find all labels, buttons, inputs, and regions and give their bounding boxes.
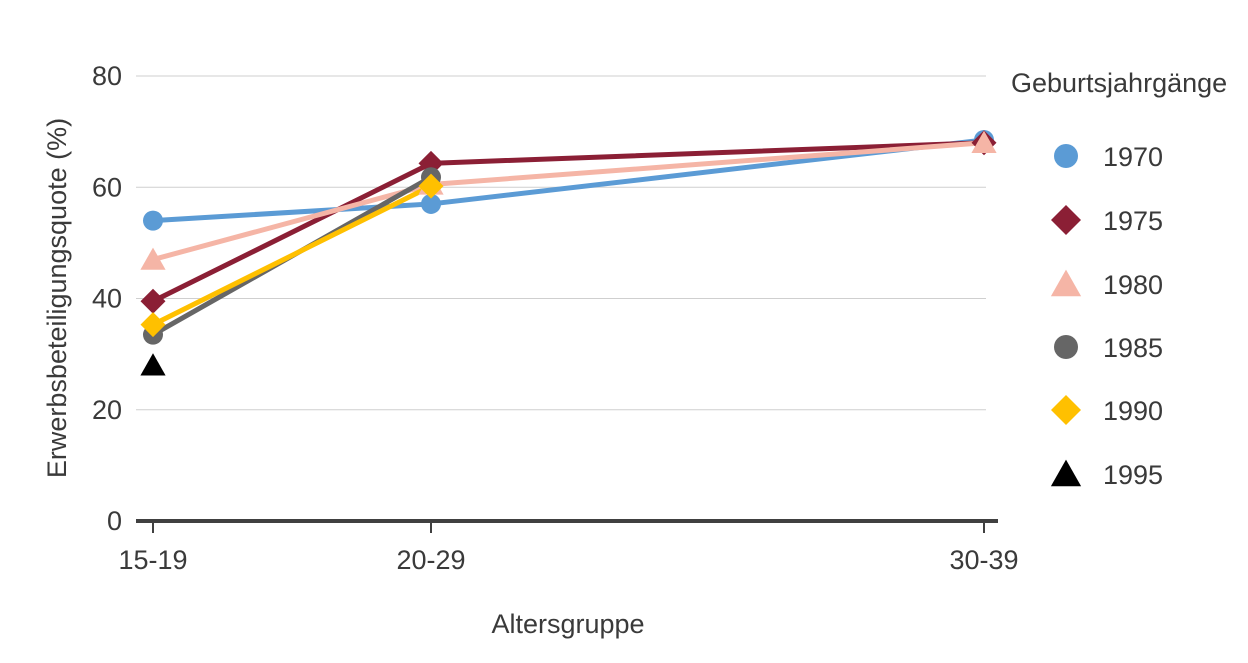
legend-marker-1995 (1050, 459, 1082, 487)
legend-label: 1975 (1103, 206, 1163, 236)
legend-marker-1980 (1050, 269, 1082, 297)
legend-title: Geburtsjahrgänge (1011, 68, 1227, 98)
x-tick-label: 30-39 (949, 545, 1018, 575)
x-axis-title: Altersgruppe (491, 609, 644, 639)
y-tick-label: 20 (92, 395, 122, 425)
y-axis-title: Erwerbsbeteiligungsquote (%) (42, 118, 72, 478)
legend-item-1995: 1995 (1050, 459, 1163, 490)
data-point-1975 (140, 288, 166, 314)
x-tick-label: 20-29 (396, 545, 465, 575)
y-tick-label: 80 (92, 61, 122, 91)
legend-marker-1985 (1054, 335, 1078, 359)
legend-item-1985: 1985 (1054, 333, 1163, 363)
series-layer (150, 137, 987, 338)
legend-label: 1995 (1103, 460, 1163, 490)
legend: 1970 1975 1980 1985 1990 1995 (1050, 142, 1163, 490)
data-point-1980 (140, 247, 166, 270)
data-point-1995 (140, 353, 166, 376)
legend-label: 1980 (1103, 270, 1163, 300)
data-point-1990 (140, 312, 166, 338)
legend-marker-1970 (1054, 144, 1078, 168)
y-tick-label: 40 (92, 284, 122, 314)
legend-marker-1990 (1051, 395, 1081, 425)
y-tick-label: 0 (107, 506, 122, 536)
gridlines (136, 75, 986, 411)
legend-item-1980: 1980 (1050, 269, 1163, 300)
legend-label: 1985 (1103, 333, 1163, 363)
data-point-1980 (971, 130, 997, 153)
series-line-1990 (150, 183, 434, 328)
legend-marker-1975 (1051, 205, 1081, 235)
data-point-1970 (421, 193, 441, 214)
data-point-1970 (143, 210, 163, 231)
y-tick-label: 60 (92, 172, 122, 202)
legend-item-1970: 1970 (1054, 142, 1163, 172)
data-point-1990 (418, 173, 444, 199)
legend-item-1990: 1990 (1051, 395, 1163, 426)
x-tick-label: 15-19 (118, 545, 187, 575)
legend-label: 1990 (1103, 396, 1163, 426)
legend-label: 1970 (1103, 142, 1163, 172)
series-line-1975 (150, 140, 987, 304)
legend-item-1975: 1975 (1051, 205, 1163, 236)
marker-layer (140, 129, 997, 376)
axes: 0 20 40 60 80 15-19 20-29 30-39 (92, 61, 1019, 575)
